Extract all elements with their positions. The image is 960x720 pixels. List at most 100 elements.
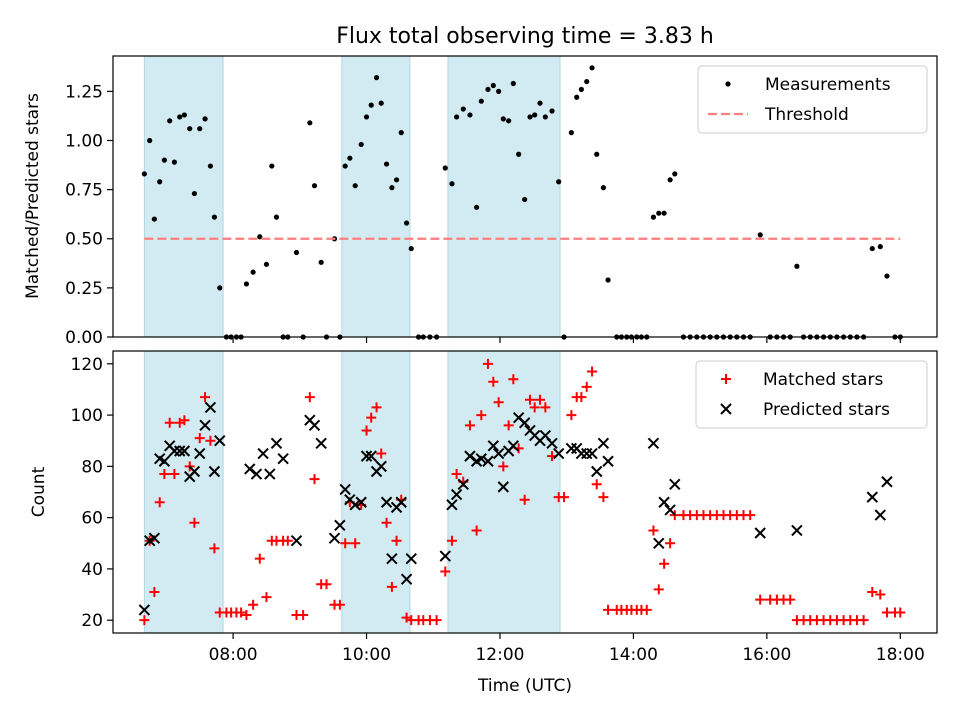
measurement-point — [442, 165, 448, 171]
measurement-point — [490, 82, 496, 89]
matched-star-point — [440, 566, 451, 577]
matched-star-point — [298, 610, 309, 621]
predicted-star-point — [174, 445, 186, 457]
matched-star-point — [867, 586, 878, 597]
matched-star-point — [154, 497, 165, 508]
predicted-star-point — [339, 483, 351, 496]
legend-label: Threshold — [764, 105, 849, 125]
x-tick-label: 16:00 — [742, 645, 791, 665]
predicted-star-point — [148, 532, 161, 544]
top-axis-ticks: 0.00 0.25 0.50 0.75 1.00 1.25 — [65, 82, 901, 348]
matched-star-point — [391, 535, 402, 546]
measurement-point — [506, 118, 512, 124]
predicted-star-point — [664, 504, 676, 516]
matched-star-point — [248, 599, 259, 610]
predicted-star-point — [791, 524, 803, 537]
predicted-star-point — [204, 401, 217, 414]
matched-star-point — [587, 366, 598, 377]
measurement-point — [549, 108, 555, 114]
measurement-point — [574, 94, 580, 100]
predicted-star-point — [158, 455, 171, 467]
measurement-point — [157, 179, 163, 185]
bottom-y-axis-label: Count — [29, 466, 49, 517]
measurement-point — [342, 163, 348, 169]
measurement-point — [389, 185, 395, 191]
matched-star-point — [194, 433, 205, 444]
predicted-star-point — [308, 419, 321, 432]
measurement-point — [187, 126, 193, 132]
matched-star-point — [169, 469, 180, 480]
measurement-point — [373, 75, 380, 81]
matched-star-point — [659, 558, 670, 569]
predicted-star-point — [334, 519, 346, 532]
measurement-point — [537, 100, 543, 106]
y-tick-label: 100 — [71, 406, 103, 426]
predicted-star-point — [395, 496, 407, 508]
bottom-shaded-intervals — [143, 350, 561, 634]
predicted-star-point — [244, 463, 256, 475]
matched-star-point — [451, 469, 462, 480]
measurement-point — [460, 106, 466, 112]
predicted-star-point — [439, 550, 451, 562]
predicted-star-point — [365, 450, 377, 462]
measurement-point — [211, 214, 218, 220]
predicted-star-point — [518, 417, 531, 429]
measurement-point — [522, 196, 528, 203]
top-axes-frame — [112, 55, 938, 338]
predicted-star-point — [653, 537, 665, 549]
bottom-series — [138, 358, 906, 626]
measurement-point — [600, 185, 606, 191]
matched-star-point — [446, 535, 457, 546]
bottom-legend: Matched stars Predicted stars — [695, 360, 928, 429]
measurement-point — [191, 190, 197, 197]
predicted-star-point — [575, 447, 588, 460]
predicted-star-point — [360, 450, 373, 462]
measurement-point — [478, 98, 484, 104]
measurement-point — [151, 216, 157, 222]
matched-star-point — [159, 469, 170, 480]
predicted-star-point — [178, 445, 191, 457]
measurement-point — [318, 259, 324, 265]
predicted-star-point — [315, 437, 327, 449]
measurement-point — [542, 114, 548, 120]
predicted-star-point — [866, 491, 878, 503]
measurement-point — [594, 151, 600, 157]
predicted-star-point — [602, 455, 614, 467]
shaded-interval — [447, 55, 561, 338]
shaded-interval — [341, 350, 411, 634]
y-tick-label: 40 — [81, 560, 103, 580]
measurement-point — [307, 120, 313, 126]
measurement-point — [147, 137, 153, 144]
measurement-point — [368, 102, 374, 108]
matched-star-point — [476, 410, 487, 421]
legend-label: Measurements — [765, 75, 891, 95]
matched-star-point — [529, 402, 540, 413]
matched-star-point — [471, 525, 482, 536]
measurement-point — [496, 88, 502, 94]
measurement-point — [263, 261, 270, 267]
measurement-point — [202, 116, 208, 122]
matched-star-point — [205, 435, 216, 446]
predicted-star-point — [581, 447, 593, 460]
matched-star-point — [282, 535, 293, 546]
matched-star-point — [241, 610, 252, 621]
predicted-star-point — [194, 447, 206, 460]
matched-star-point — [164, 417, 175, 428]
predicted-star-point — [492, 447, 505, 460]
y-tick-label: 0.00 — [65, 328, 103, 348]
predicted-star-point — [257, 447, 269, 460]
top-panel: 0.00 0.25 0.50 0.75 1.00 1.25 Matched/Predict… — [23, 55, 938, 348]
predicted-star-point — [475, 452, 488, 465]
matched-star-point — [653, 584, 664, 595]
bottom-axis-ticks: 20 40 60 80 100 120 08:00 10:00 12:00 14:00 16:00 1… — [71, 355, 925, 665]
measurement-point — [363, 114, 370, 120]
predicted-star-point — [881, 476, 893, 488]
measurement-point — [347, 155, 353, 161]
matched-star-point — [254, 553, 265, 564]
measurement-point — [449, 181, 455, 187]
measurement-point — [293, 249, 300, 256]
measurement-point — [527, 114, 533, 120]
x-tick-label: 12:00 — [475, 645, 524, 665]
measurement-point — [398, 130, 404, 136]
